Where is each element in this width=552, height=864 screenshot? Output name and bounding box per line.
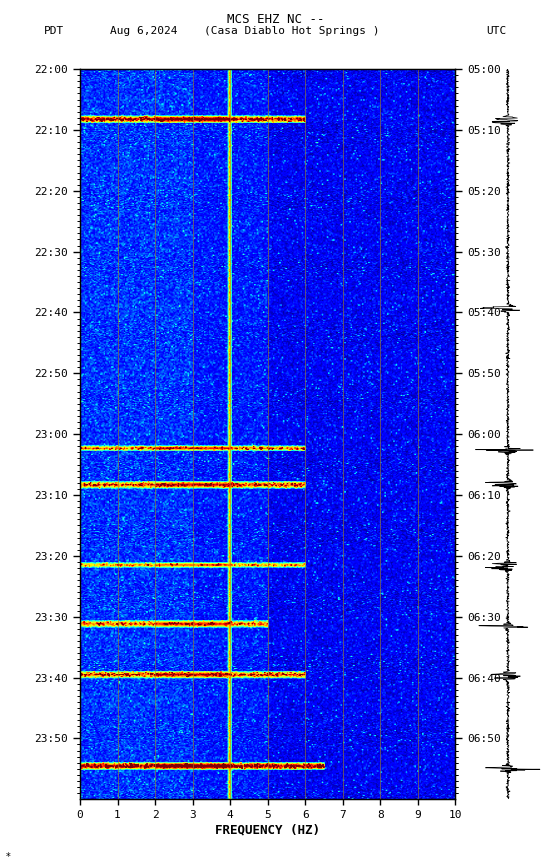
Text: UTC: UTC [486,26,506,36]
Text: MCS EHZ NC --: MCS EHZ NC -- [227,13,325,26]
X-axis label: FREQUENCY (HZ): FREQUENCY (HZ) [215,823,320,836]
Text: (Casa Diablo Hot Springs ): (Casa Diablo Hot Springs ) [204,26,380,36]
Text: Aug 6,2024: Aug 6,2024 [110,26,178,36]
Text: *: * [6,852,10,861]
Text: PDT: PDT [44,26,65,36]
